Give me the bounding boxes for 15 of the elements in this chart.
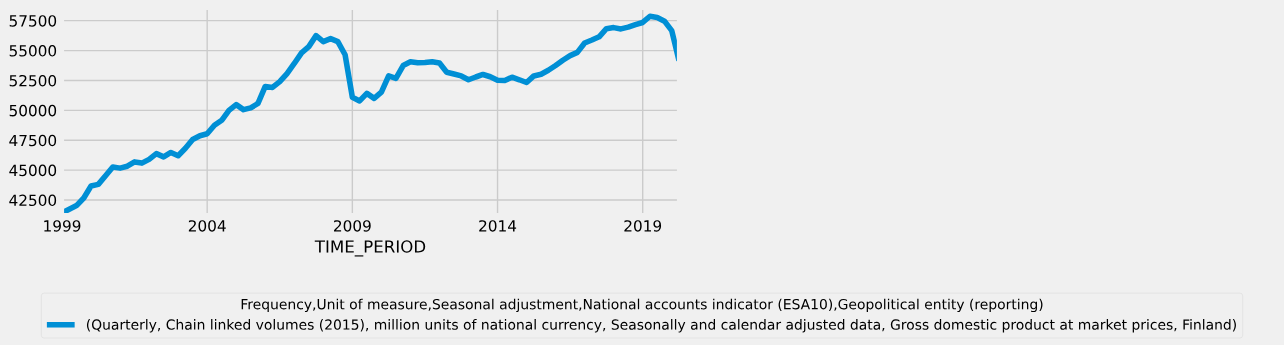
x-tick-label: 2004 (188, 220, 226, 232)
y-tick-label: 50000 (9, 104, 57, 117)
y-tick-label: 57500 (9, 15, 57, 27)
x-tick-label: 2009 (334, 220, 371, 232)
y-tick-label: 42500 (9, 194, 57, 207)
legend-label: (Quarterly, Chain linked volumes (2015), million units of national currency, Seasonally and calendar adjusted data, Gross domestic product at market prices, Finland) (86, 319, 1236, 333)
x-tick-label: 2019 (624, 220, 662, 232)
y-tick-label: 45000 (9, 164, 57, 177)
x-axis-title: TIME_PERIOD (314, 240, 426, 257)
legend-title: Frequency,Unit of measure,Seasonal adjustment,National accounts indicator (ESA10),Geopolitical entity (reporting) (241, 298, 1043, 313)
y-tick-label: 52500 (9, 74, 57, 87)
y-tick-label: 55000 (9, 45, 57, 57)
y-tick-label: 47500 (9, 134, 57, 147)
x-tick-label: 2014 (479, 220, 517, 232)
x-tick-label: 1999 (44, 220, 81, 232)
